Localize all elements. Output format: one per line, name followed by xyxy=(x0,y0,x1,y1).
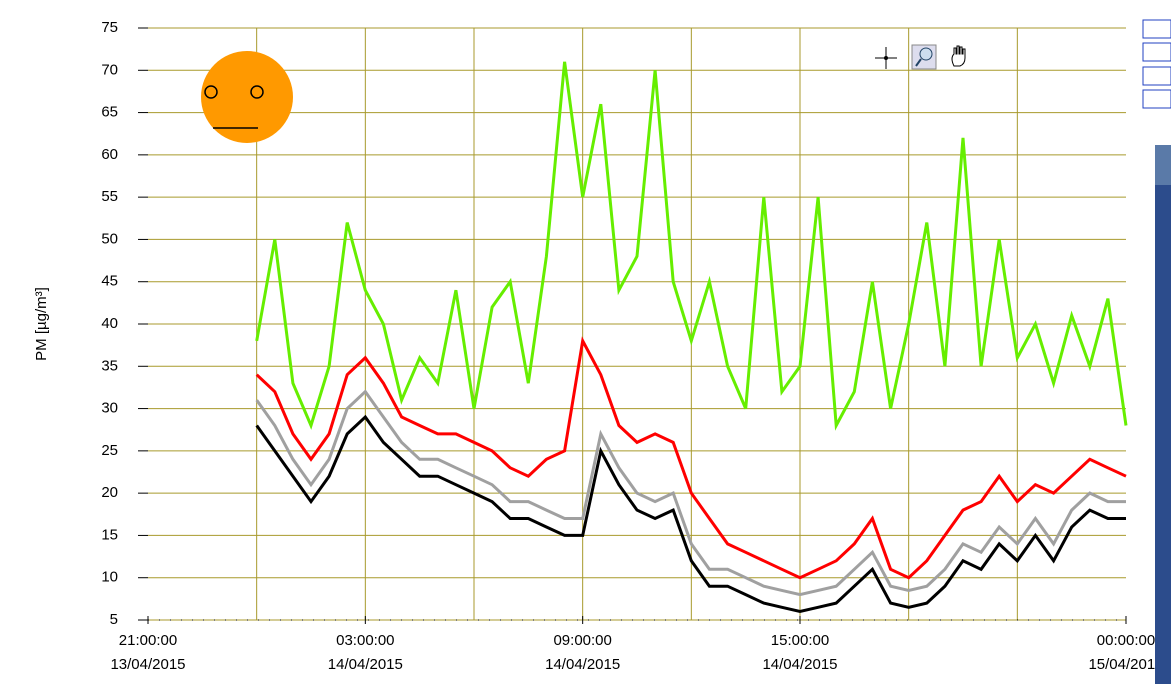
y-tick-label: 60 xyxy=(101,146,118,163)
panel-image-top xyxy=(1155,145,1171,185)
x-tick-label: 09:00:00 xyxy=(553,632,611,649)
panel-button[interactable] xyxy=(1142,66,1171,86)
y-tick-label: 15 xyxy=(101,526,118,543)
y-tick-label: 5 xyxy=(110,611,118,628)
toolbar[interactable] xyxy=(875,44,966,70)
x-tick-label: 15:00:00 xyxy=(771,632,829,649)
x-tick-label: 13/04/2015 xyxy=(110,656,185,673)
x-tick-label: 14/04/2015 xyxy=(545,656,620,673)
x-tick-label: 15/04/2015 xyxy=(1088,656,1163,673)
status-face xyxy=(201,51,293,143)
y-tick-label: 25 xyxy=(101,442,118,459)
y-tick-label: 40 xyxy=(101,315,118,332)
x-tick-label: 14/04/2015 xyxy=(762,656,837,673)
zoom-tool[interactable] xyxy=(911,44,937,70)
x-tick-label: 21:00:00 xyxy=(119,632,177,649)
series-line xyxy=(255,336,1127,580)
x-tick-label: 00:00:00 xyxy=(1097,632,1155,649)
y-tick-label: 55 xyxy=(101,188,118,205)
y-tick-label: 30 xyxy=(101,400,118,417)
y-tick-label: 35 xyxy=(101,357,118,374)
side-panel xyxy=(1142,19,1171,684)
y-tick-label: 10 xyxy=(101,569,118,586)
plot-layer: 5 10 15 20 25 30 35 40 45 50 55 60 65 70 75 21:00:00 13/… xyxy=(101,19,1163,673)
pan-tool[interactable] xyxy=(951,45,966,67)
y-tick-label: 70 xyxy=(101,61,118,78)
y-axis-label: PM [µg/m³] xyxy=(33,287,50,361)
x-tick-label: 03:00:00 xyxy=(336,632,394,649)
series-line xyxy=(255,414,1126,614)
series-line xyxy=(255,389,1126,597)
y-tick-label: 65 xyxy=(101,104,118,121)
y-tick-label: 20 xyxy=(101,484,118,501)
panel-image xyxy=(1155,145,1171,684)
crosshair-tool[interactable] xyxy=(875,47,897,69)
y-tick-label: 50 xyxy=(101,230,118,247)
panel-button[interactable] xyxy=(1142,89,1171,109)
panel-button[interactable] xyxy=(1142,19,1171,39)
y-tick-label: 45 xyxy=(101,273,118,290)
series-line xyxy=(255,61,1128,431)
y-tick-label: 75 xyxy=(101,19,118,36)
x-tick-label: 14/04/2015 xyxy=(328,656,403,673)
panel-button[interactable] xyxy=(1142,42,1171,62)
